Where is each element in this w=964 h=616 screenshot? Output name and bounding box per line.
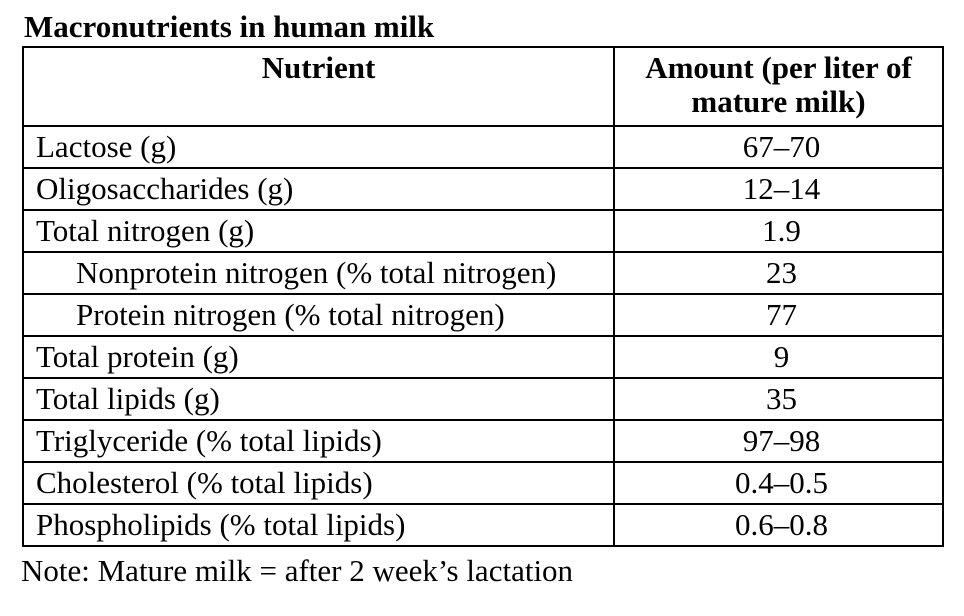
nutrient-cell: Oligosaccharides (g) [22, 167, 615, 211]
amount-cell: 35 [613, 377, 944, 421]
table-row: Total protein (g) 9 [22, 335, 944, 379]
nutrient-cell: Nonprotein nitrogen (% total nitrogen) [22, 251, 615, 295]
nutrient-cell: Total nitrogen (g) [22, 209, 615, 253]
table-row: Phospholipids (% total lipids) 0.6–0.8 [22, 503, 944, 547]
amount-cell: 23 [613, 251, 944, 295]
table-row: Protein nitrogen (% total nitrogen) 77 [22, 293, 944, 337]
amount-cell: 77 [613, 293, 944, 337]
nutrient-cell: Protein nitrogen (% total nitrogen) [22, 293, 615, 337]
amount-cell: 0.4–0.5 [613, 461, 944, 505]
table-row: Total lipids (g) 35 [22, 377, 944, 421]
nutrient-cell: Total lipids (g) [22, 377, 615, 421]
amount-cell: 12–14 [613, 167, 944, 211]
nutrient-cell: Triglyceride (% total lipids) [22, 419, 615, 463]
amount-cell: 67–70 [613, 125, 944, 169]
amount-cell: 1.9 [613, 209, 944, 253]
table-note: Note: Mature milk = after 2 week’s lacta… [21, 553, 574, 588]
header-row: Nutrient Amount (per liter of mature mil… [22, 46, 944, 127]
amount-column-header: Amount (per liter of mature milk) [613, 46, 944, 127]
nutrient-cell: Lactose (g) [22, 125, 615, 169]
amount-cell: 9 [613, 335, 944, 379]
macronutrients-table: Nutrient Amount (per liter of mature mil… [22, 46, 944, 547]
nutrient-cell: Cholesterol (% total lipids) [22, 461, 615, 505]
table-row: Nonprotein nitrogen (% total nitrogen) 2… [22, 251, 944, 295]
nutrient-cell: Total protein (g) [22, 335, 615, 379]
nutrient-cell: Phospholipids (% total lipids) [22, 503, 615, 547]
table-row: Lactose (g) 67–70 [22, 125, 944, 169]
amount-cell: 97–98 [613, 419, 944, 463]
page-title: Macronutrients in human milk [24, 9, 435, 44]
table-row: Oligosaccharides (g) 12–14 [22, 167, 944, 211]
table-row: Total nitrogen (g) 1.9 [22, 209, 944, 253]
amount-cell: 0.6–0.8 [613, 503, 944, 547]
table-row: Triglyceride (% total lipids) 97–98 [22, 419, 944, 463]
table-row: Cholesterol (% total lipids) 0.4–0.5 [22, 461, 944, 505]
nutrient-column-header: Nutrient [22, 46, 615, 127]
